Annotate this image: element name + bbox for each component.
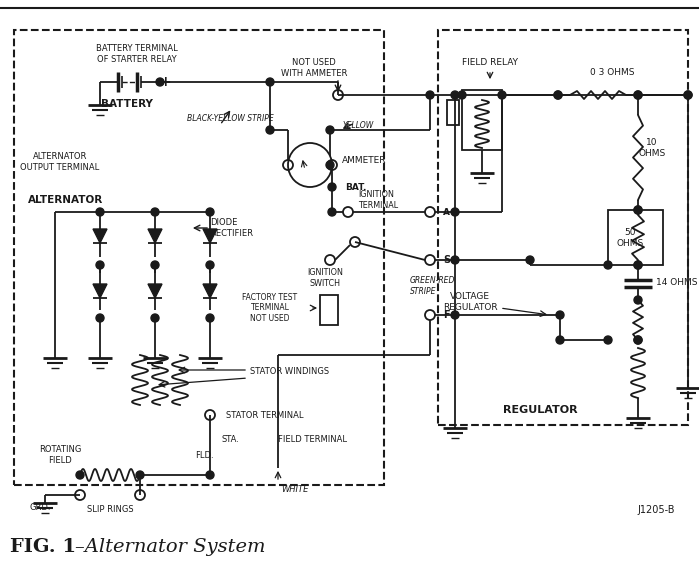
Text: STATOR WINDINGS: STATOR WINDINGS [250, 367, 329, 376]
Circle shape [326, 126, 334, 134]
Circle shape [458, 91, 466, 99]
Text: FLD.: FLD. [195, 450, 214, 459]
Polygon shape [93, 284, 107, 298]
Text: J1205-B: J1205-B [637, 505, 675, 515]
Text: GREEN-RED
STRIPE: GREEN-RED STRIPE [410, 277, 455, 296]
Text: GRD.: GRD. [30, 504, 52, 513]
Circle shape [151, 261, 159, 269]
Polygon shape [148, 229, 162, 243]
Circle shape [151, 208, 159, 216]
Text: +: + [159, 75, 171, 89]
Bar [14, 30, 384, 485]
Circle shape [604, 261, 612, 269]
Circle shape [634, 91, 642, 99]
Circle shape [451, 311, 459, 319]
Circle shape [634, 206, 642, 214]
Circle shape [96, 314, 104, 322]
Text: FIG. 1: FIG. 1 [10, 538, 76, 556]
Circle shape [206, 208, 214, 216]
Text: ROTATING
FIELD: ROTATING FIELD [39, 445, 81, 465]
Circle shape [556, 336, 564, 344]
Circle shape [526, 256, 534, 264]
Text: BATTERY: BATTERY [101, 99, 153, 109]
Circle shape [604, 336, 612, 344]
Text: 0 3 OHMS: 0 3 OHMS [590, 67, 634, 76]
Circle shape [634, 91, 642, 99]
Circle shape [451, 208, 459, 216]
Text: 50
OHMS: 50 OHMS [617, 228, 644, 248]
Text: ALTERNATOR
OUTPUT TERMINAL: ALTERNATOR OUTPUT TERMINAL [20, 152, 100, 172]
Polygon shape [203, 284, 217, 298]
Text: YELLOW: YELLOW [343, 121, 374, 130]
Circle shape [634, 336, 642, 344]
Circle shape [634, 206, 642, 214]
Circle shape [96, 261, 104, 269]
Bar [462, 90, 502, 150]
Circle shape [554, 91, 562, 99]
Circle shape [426, 91, 434, 99]
Text: FIELD TERMINAL: FIELD TERMINAL [278, 435, 347, 444]
Circle shape [266, 126, 274, 134]
Text: BATTERY TERMINAL
OF STARTER RELAY: BATTERY TERMINAL OF STARTER RELAY [96, 44, 178, 64]
Text: A +: A + [443, 208, 461, 217]
Circle shape [206, 261, 214, 269]
Circle shape [684, 91, 692, 99]
Circle shape [684, 91, 692, 99]
Text: 14 OHMS: 14 OHMS [656, 278, 698, 287]
Circle shape [156, 78, 164, 86]
Circle shape [634, 296, 642, 304]
Circle shape [451, 91, 459, 99]
Text: VOLTAGE
REGULATOR: VOLTAGE REGULATOR [442, 292, 497, 312]
Text: 10
OHMS: 10 OHMS [638, 139, 665, 158]
Bar [608, 210, 663, 265]
Text: BLACK-YELLOW STRIPE: BLACK-YELLOW STRIPE [187, 113, 273, 122]
Circle shape [151, 314, 159, 322]
Circle shape [288, 143, 332, 187]
Circle shape [634, 336, 642, 344]
Circle shape [634, 261, 642, 269]
Circle shape [136, 471, 144, 479]
Text: IGNITION
SWITCH: IGNITION SWITCH [307, 268, 343, 288]
Text: IGNITION
TERMINAL: IGNITION TERMINAL [358, 190, 398, 210]
Text: ALTERNATOR: ALTERNATOR [28, 195, 103, 205]
Text: FIELD RELAY: FIELD RELAY [462, 57, 518, 67]
Text: STATOR TERMINAL: STATOR TERMINAL [226, 411, 304, 420]
Text: STA.: STA. [222, 435, 240, 444]
Text: REGULATOR: REGULATOR [503, 405, 577, 415]
Text: S: S [443, 255, 450, 265]
Circle shape [451, 256, 459, 264]
Text: –Alternator System: –Alternator System [75, 538, 266, 556]
Circle shape [206, 471, 214, 479]
Bar [438, 30, 688, 425]
Bar [320, 295, 338, 325]
Circle shape [96, 208, 104, 216]
Circle shape [556, 311, 564, 319]
Circle shape [634, 261, 642, 269]
Text: F: F [443, 310, 449, 320]
Circle shape [328, 208, 336, 216]
Circle shape [266, 78, 274, 86]
Circle shape [328, 183, 336, 191]
Text: WHITE: WHITE [281, 485, 309, 494]
Circle shape [326, 161, 334, 169]
Circle shape [76, 471, 84, 479]
Circle shape [498, 91, 506, 99]
Circle shape [554, 91, 562, 99]
Polygon shape [93, 229, 107, 243]
Bar [447, 100, 459, 125]
Text: AMMETER: AMMETER [342, 155, 387, 164]
Text: SLIP RINGS: SLIP RINGS [87, 505, 134, 514]
Text: NOT USED
WITH AMMETER: NOT USED WITH AMMETER [281, 58, 347, 78]
Polygon shape [148, 284, 162, 298]
Polygon shape [203, 229, 217, 243]
Circle shape [206, 314, 214, 322]
Text: FACTORY TEST
TERMINAL
NOT USED: FACTORY TEST TERMINAL NOT USED [243, 293, 298, 323]
Text: DIODE
RECTIFIER: DIODE RECTIFIER [210, 218, 253, 238]
Text: BAT.: BAT. [345, 182, 366, 191]
